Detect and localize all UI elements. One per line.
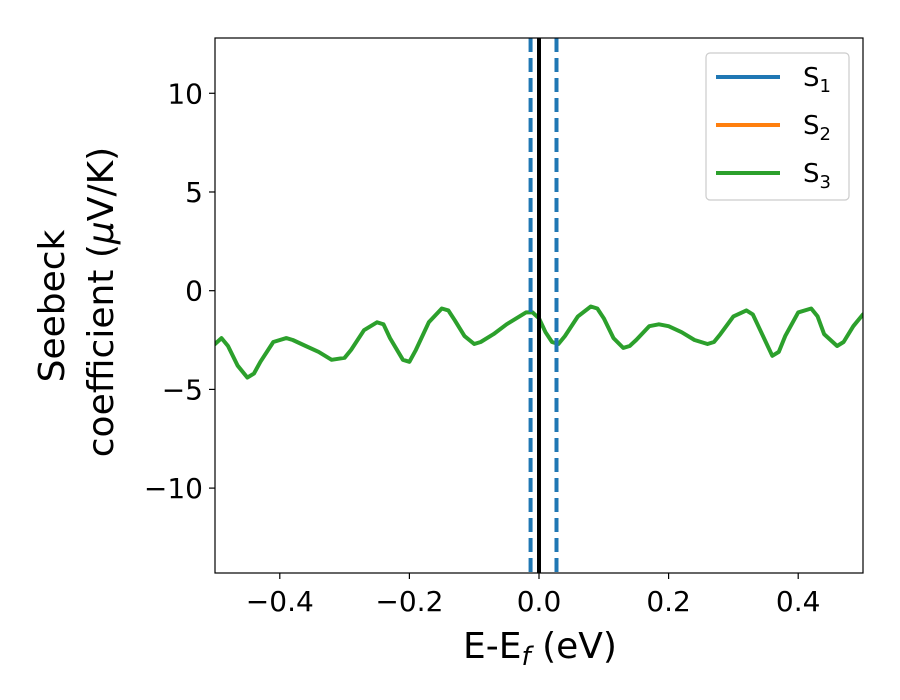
y-tick-label: 5 bbox=[185, 176, 203, 209]
legend-label-1: S1 bbox=[803, 63, 831, 97]
axis-ticks: −0.4 −0.2 0.0 0.2 0.4 −10 −5 0 5 10 bbox=[144, 77, 821, 618]
x-tick-label: −0.2 bbox=[375, 585, 443, 618]
legend-label-3: S3 bbox=[803, 159, 831, 193]
y-axis-label-line1: Seebeck bbox=[32, 229, 73, 382]
y-tick-label: 0 bbox=[185, 275, 203, 308]
x-tick-label: 0.2 bbox=[646, 585, 691, 618]
legend: S1 S2 S3 bbox=[705, 52, 850, 201]
plot-area bbox=[215, 38, 863, 573]
x-tick-label: −0.4 bbox=[246, 585, 314, 618]
y-tick-label: −5 bbox=[162, 373, 203, 406]
y-tick-label: −10 bbox=[144, 472, 203, 505]
x-axis-label: E-Ef (eV) bbox=[463, 626, 617, 672]
y-tick-label: 10 bbox=[167, 77, 203, 110]
x-tick-label: 0.0 bbox=[517, 585, 562, 618]
x-tick-label: 0.4 bbox=[776, 585, 821, 618]
legend-label-2: S2 bbox=[803, 111, 831, 145]
y-axis-label-line2: coefficient (μV/K) bbox=[81, 147, 122, 457]
series-line-3 bbox=[215, 304, 863, 380]
